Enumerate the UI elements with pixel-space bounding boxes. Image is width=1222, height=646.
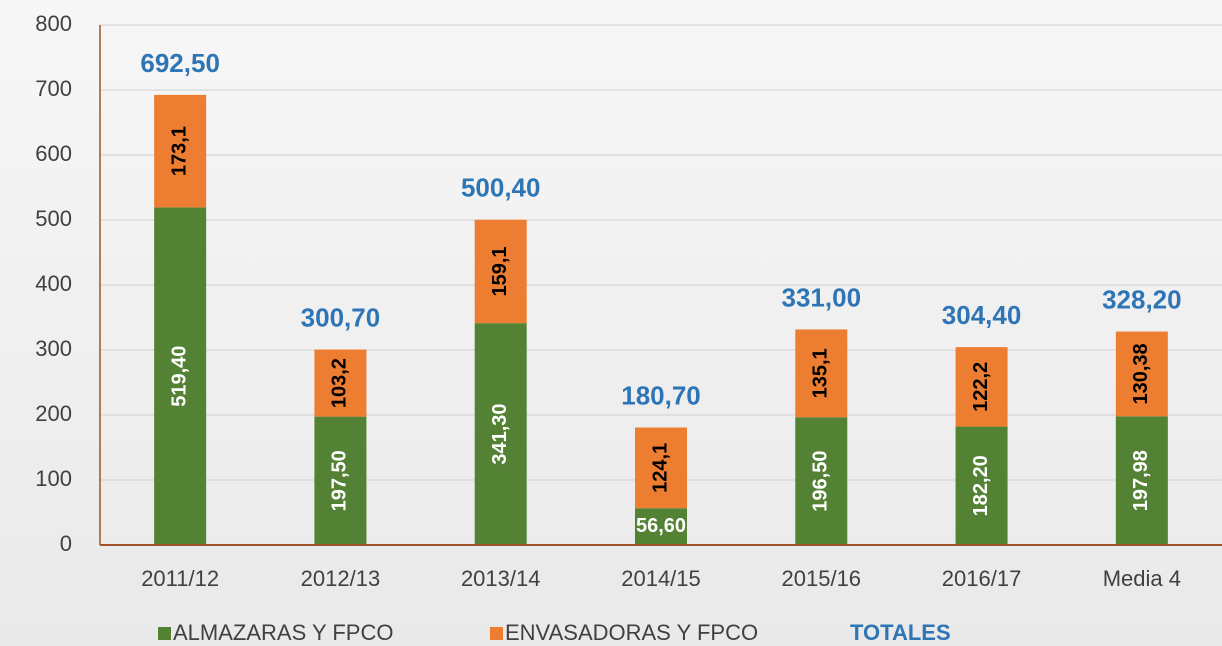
legend-label: ALMAZARAS Y FPCO [173,620,393,645]
bar-segment [955,426,1008,545]
bar-segment [154,207,207,545]
bar-segment [795,329,848,418]
legend-label: ENVASADORAS Y FPCO [505,620,758,645]
segment-label: 341,30 [489,403,511,464]
segment-label: 122,2 [970,362,992,412]
x-tick-label: 2016/17 [942,566,1022,591]
bar-segment [314,416,367,545]
x-tick-label: Media 4 [1103,566,1181,591]
legend-swatch [490,627,503,640]
bar-segment [314,349,367,417]
total-label: 300,70 [301,302,381,332]
y-tick-label: 700 [35,76,72,101]
y-tick-label: 200 [35,401,72,426]
segment-label: 159,1 [489,246,511,296]
segment-label: 135,1 [810,348,832,398]
x-tick-label: 2012/13 [301,566,381,591]
total-label: 328,20 [1102,285,1182,315]
bar-segment [1115,416,1168,545]
segment-label: 197,50 [329,450,351,511]
segment-label: 124,1 [649,443,671,493]
total-label: 304,40 [942,300,1022,330]
total-label: 331,00 [782,283,862,313]
segment-label: 130,38 [1130,343,1152,404]
segment-label: 182,20 [970,455,992,516]
x-tick-label: 2011/12 [141,566,219,591]
bar-segment [795,417,848,545]
bar-segment [154,94,207,208]
y-tick-label: 800 [35,11,72,36]
bar-segment [635,508,687,545]
segment-label: 196,50 [810,451,832,512]
y-tick-label: 400 [35,271,72,296]
x-tick-label: 2015/16 [782,566,862,591]
bar-segment [1115,331,1168,417]
total-label: 180,70 [621,380,701,410]
y-tick-label: 500 [35,206,72,231]
y-tick-label: 600 [35,141,72,166]
bar-segment [474,323,527,545]
y-tick-label: 300 [35,336,72,361]
bar-segment [474,219,527,324]
segment-label: 56,60 [636,515,686,537]
legend-swatch [158,627,171,640]
y-tick-label: 0 [60,531,72,556]
bar-segment [955,347,1008,427]
segment-label: 519,40 [168,346,190,407]
bar-segment [635,427,687,509]
x-tick-label: 2014/15 [621,566,701,591]
segment-label: 103,2 [329,358,351,408]
y-tick-label: 100 [35,466,72,491]
total-label: 692,50 [140,48,220,78]
legend-label: TOTALES [850,620,951,645]
total-label: 500,40 [461,173,541,203]
segment-label: 173,1 [168,126,190,176]
segment-label: 197,98 [1130,450,1152,511]
x-tick-label: 2013/14 [461,566,541,591]
